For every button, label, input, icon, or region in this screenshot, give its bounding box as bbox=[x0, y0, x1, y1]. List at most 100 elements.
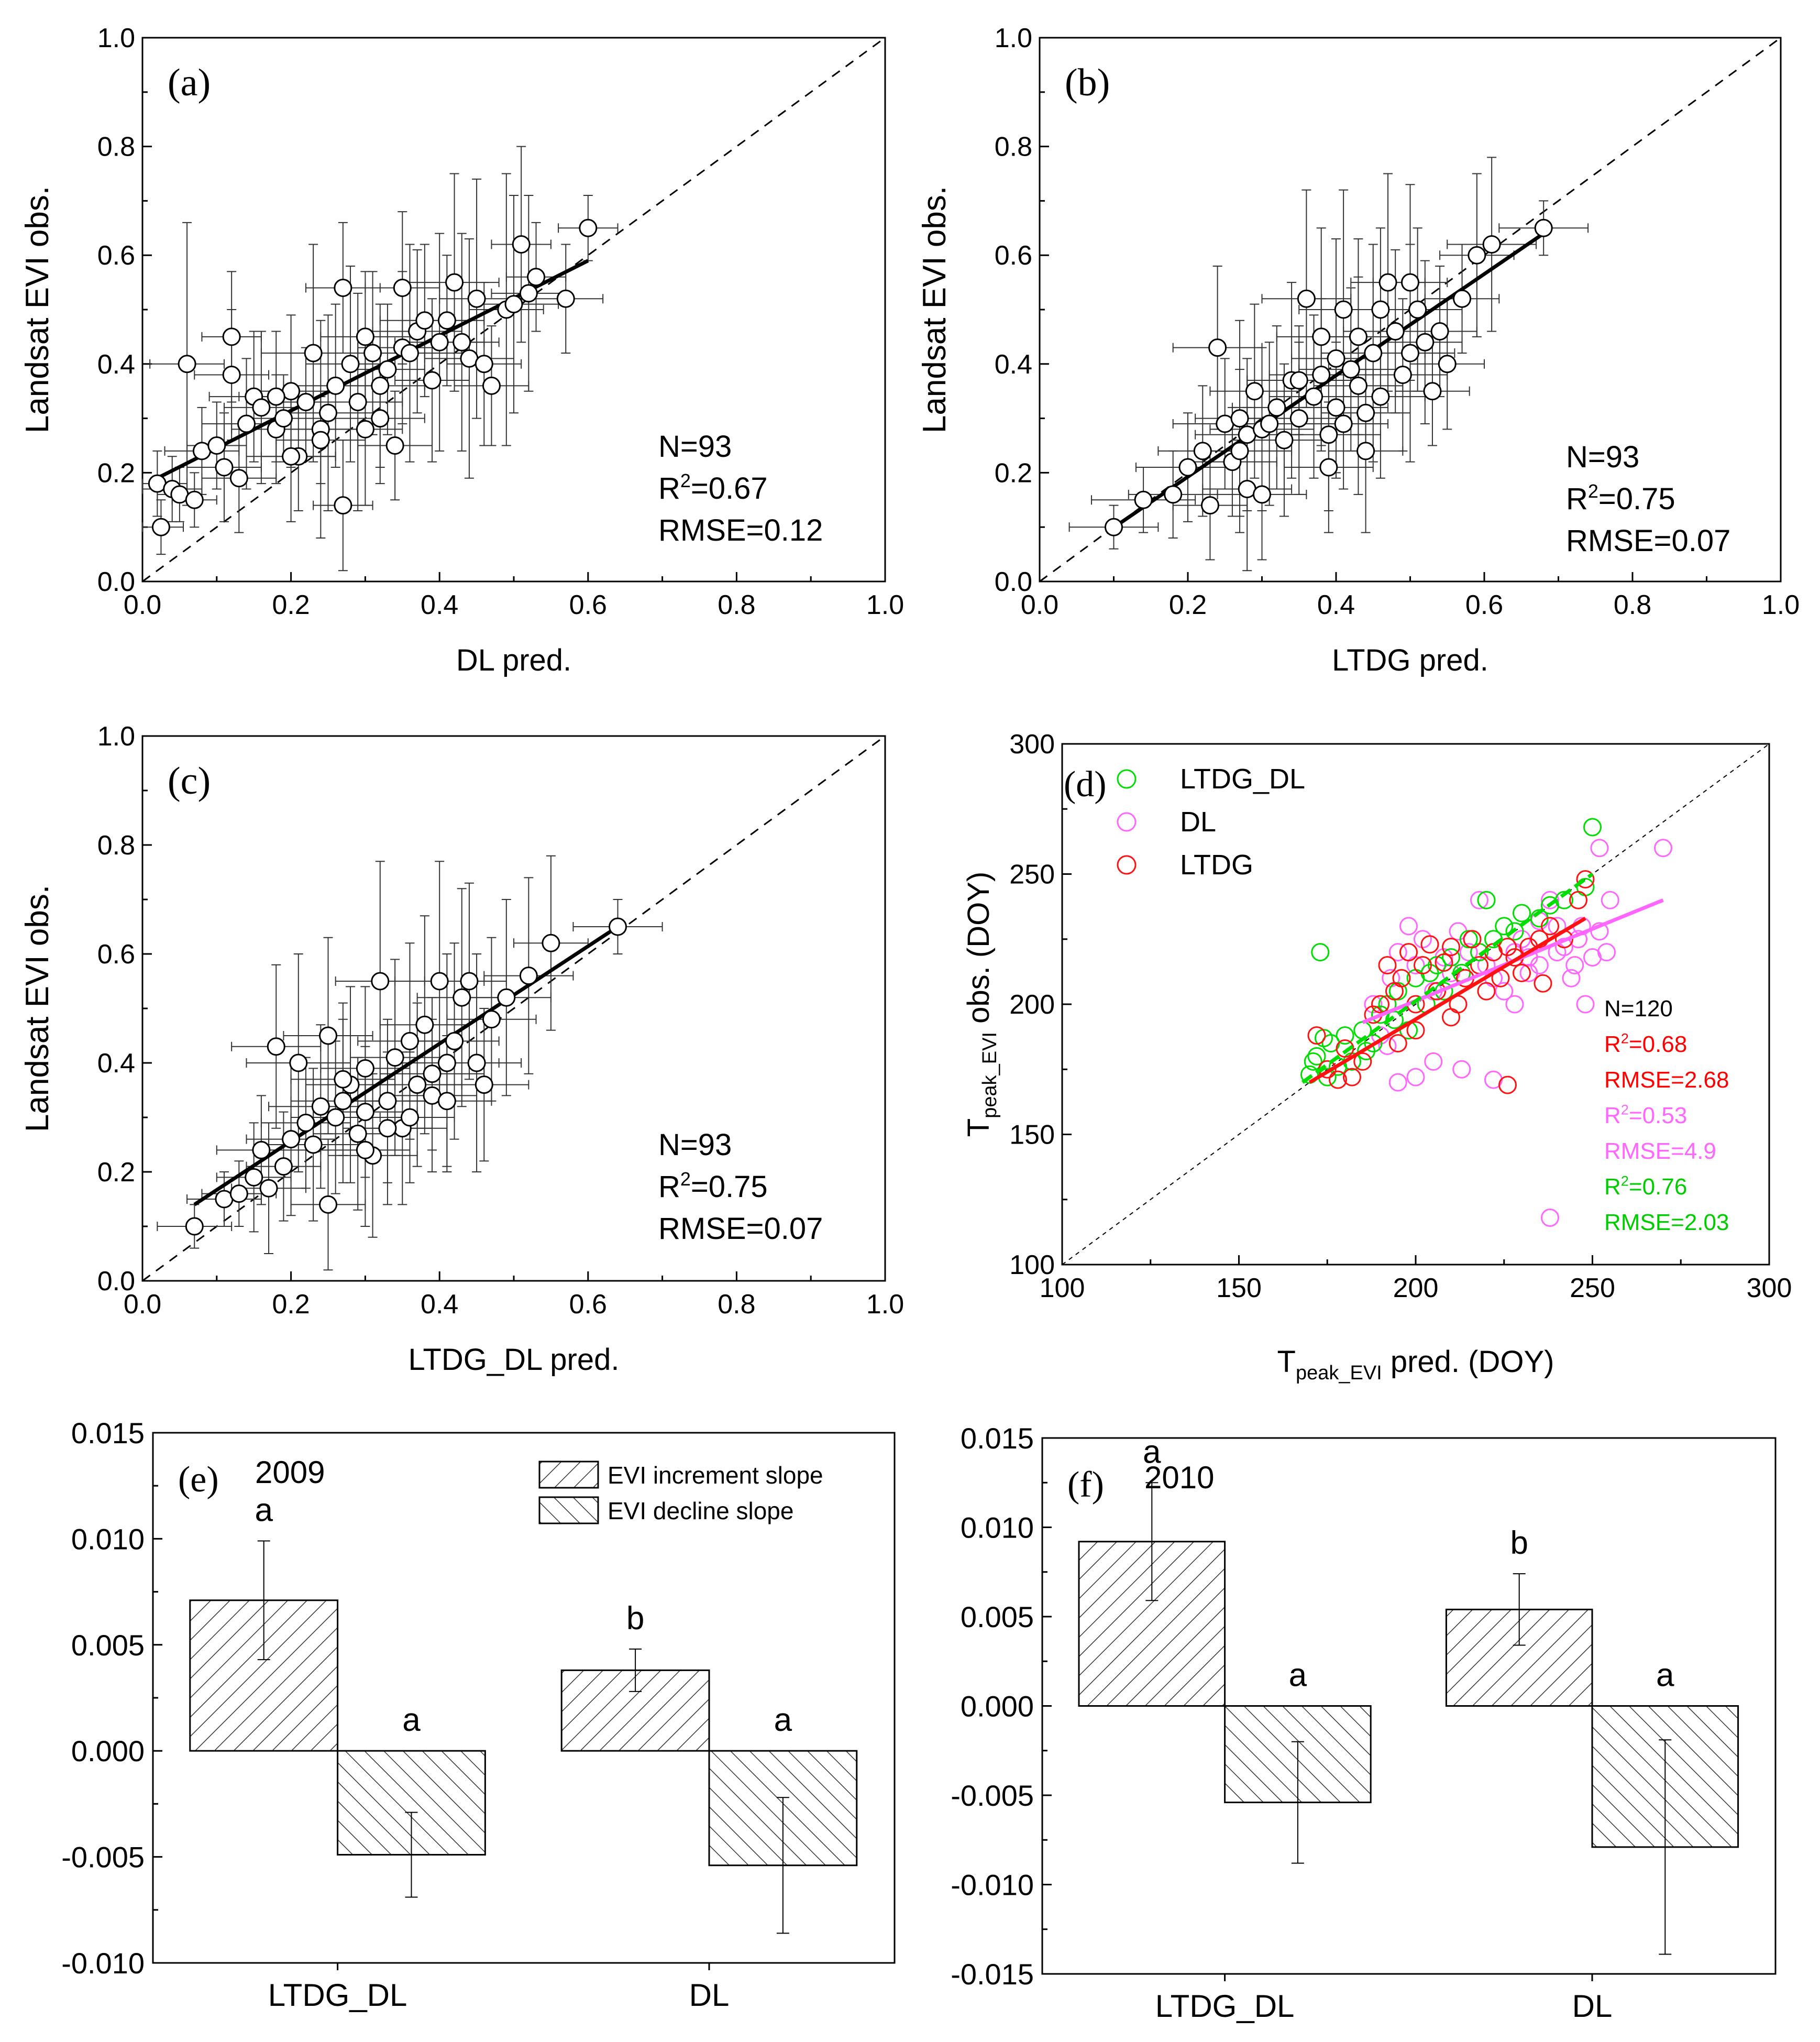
y-tick-label: 100 bbox=[1009, 1250, 1055, 1280]
data-point bbox=[542, 934, 560, 952]
panel-label: (e) bbox=[178, 1459, 219, 1500]
panel-label: (f) bbox=[1067, 1465, 1104, 1505]
data-point bbox=[229, 1184, 248, 1203]
x-tick-label: 0.8 bbox=[718, 590, 755, 620]
x-tick-label: 0.6 bbox=[1465, 590, 1503, 620]
data-point bbox=[348, 392, 367, 411]
data-point bbox=[482, 376, 501, 395]
data-point bbox=[1334, 300, 1353, 319]
x-tick-label: 1.0 bbox=[1762, 590, 1800, 620]
data-point bbox=[400, 1031, 419, 1050]
legend-label: LTDG bbox=[1180, 849, 1253, 881]
data-point-ltdg_dl bbox=[1311, 943, 1330, 962]
data-point bbox=[475, 1075, 493, 1094]
data-point bbox=[222, 327, 241, 346]
data-point-ltdg_dl bbox=[1300, 1065, 1319, 1084]
significance-letter: a bbox=[1143, 1434, 1161, 1470]
one-to-one-line bbox=[1062, 743, 1770, 1265]
data-point-ltdg bbox=[1392, 969, 1411, 987]
data-point-ltdg bbox=[1343, 1068, 1361, 1086]
data-point bbox=[334, 278, 352, 297]
data-point bbox=[282, 447, 301, 466]
data-point-dl bbox=[1495, 982, 1514, 1001]
y-tick-label: 200 bbox=[1009, 990, 1055, 1020]
y-tick-label: 150 bbox=[1009, 1120, 1055, 1150]
data-point bbox=[1193, 442, 1212, 460]
stat-text: R2=0.68 bbox=[1604, 1030, 1687, 1057]
y-tick-label: -0.005 bbox=[61, 1841, 145, 1874]
data-point-ltdg bbox=[1307, 1026, 1326, 1045]
y-tick-label: 0.005 bbox=[71, 1629, 145, 1662]
data-point bbox=[1430, 322, 1449, 341]
year-label: 2010 bbox=[1144, 1460, 1214, 1495]
x-tick-label: 300 bbox=[1747, 1273, 1792, 1303]
x-tick-label: 0.6 bbox=[569, 590, 607, 620]
data-point bbox=[423, 1064, 442, 1083]
x-tick-label: 1.0 bbox=[866, 590, 904, 620]
data-point bbox=[334, 1092, 352, 1111]
data-point bbox=[1416, 333, 1435, 352]
data-point bbox=[237, 414, 256, 433]
y-tick-label: 0.2 bbox=[97, 458, 135, 488]
y-tick-label: 0.2 bbox=[97, 1157, 135, 1188]
stat-text: R2=0.75 bbox=[1566, 480, 1675, 516]
data-point bbox=[289, 1053, 308, 1072]
category-label: LTDG_DL bbox=[1155, 1989, 1295, 2024]
data-point-ltdg bbox=[1336, 1039, 1354, 1058]
data-point bbox=[467, 1053, 486, 1072]
data-point-ltdg bbox=[1371, 995, 1389, 1014]
regression-line-ltdg bbox=[1308, 916, 1586, 1084]
data-point bbox=[1105, 518, 1123, 536]
data-point-ltdg bbox=[1477, 982, 1496, 1001]
x-tick-label: 150 bbox=[1216, 1273, 1262, 1303]
data-point-dl bbox=[1452, 1060, 1471, 1079]
x-tick-label: 0.4 bbox=[421, 590, 458, 620]
data-point bbox=[356, 1140, 374, 1159]
data-point-ltdg_dl bbox=[1307, 1047, 1326, 1066]
data-point bbox=[400, 344, 419, 363]
y-tick-label: 0.6 bbox=[995, 240, 1032, 271]
x-axis-label: DL pred. bbox=[456, 643, 571, 677]
data-point bbox=[304, 1135, 323, 1154]
panel-d: 100 150 200 250 300 100 150 200 250 300 (d) LTDG_DL… bbox=[962, 729, 1792, 1384]
y-tick-label: 300 bbox=[1009, 729, 1055, 760]
data-point bbox=[1401, 344, 1419, 363]
data-point bbox=[393, 278, 412, 297]
data-point-ltdg bbox=[1576, 870, 1595, 888]
data-point bbox=[267, 387, 285, 406]
data-point-ltdg bbox=[1435, 953, 1453, 972]
stat-text: RMSE=0.07 bbox=[658, 1212, 823, 1246]
data-point bbox=[430, 333, 449, 352]
x-axis-label: Tpeak_EVI pred. (DOY) bbox=[1277, 1345, 1554, 1384]
data-point bbox=[1423, 382, 1442, 401]
data-point bbox=[1230, 409, 1249, 428]
y-tick-label: 0.4 bbox=[97, 349, 135, 380]
category-label: DL bbox=[1572, 1989, 1613, 2024]
year-label: 2009 bbox=[255, 1455, 325, 1490]
data-point bbox=[274, 1157, 293, 1176]
data-point bbox=[371, 409, 390, 428]
panel-a: 0.0 0.2 0.4 0.6 0.8 1.0 0.0 0.2 0.4 0.6 0.8 1.0 (a) N… bbox=[19, 23, 904, 677]
panel-f: -0.015 -0.010 -0.005 0.000 0.005 0.010 0.015 LT… bbox=[951, 1422, 1777, 2024]
data-point bbox=[1319, 458, 1338, 477]
data-point bbox=[579, 218, 598, 237]
x-tick-label: 0.0 bbox=[124, 590, 161, 620]
data-point bbox=[1341, 360, 1360, 379]
data-point bbox=[1208, 338, 1227, 357]
data-point-ltdg bbox=[1442, 1008, 1460, 1027]
x-tick-label: 0.4 bbox=[421, 1289, 458, 1320]
data-point-ltdg bbox=[1498, 938, 1517, 957]
data-point-dl bbox=[1601, 891, 1619, 909]
category-label: DL bbox=[689, 1978, 730, 2013]
significance-letter: a bbox=[1656, 1657, 1674, 1694]
y-tick-label: 0.000 bbox=[961, 1690, 1034, 1723]
data-point bbox=[363, 344, 382, 363]
data-point bbox=[445, 1031, 464, 1050]
stat-text: RMSE=0.12 bbox=[658, 513, 823, 547]
y-tick-label: 0.8 bbox=[995, 132, 1032, 162]
data-point-ltdg bbox=[1498, 1075, 1517, 1094]
data-point bbox=[497, 988, 516, 1007]
data-point-dl bbox=[1541, 891, 1559, 909]
data-point bbox=[415, 1015, 434, 1034]
legend-marker bbox=[1117, 769, 1137, 789]
